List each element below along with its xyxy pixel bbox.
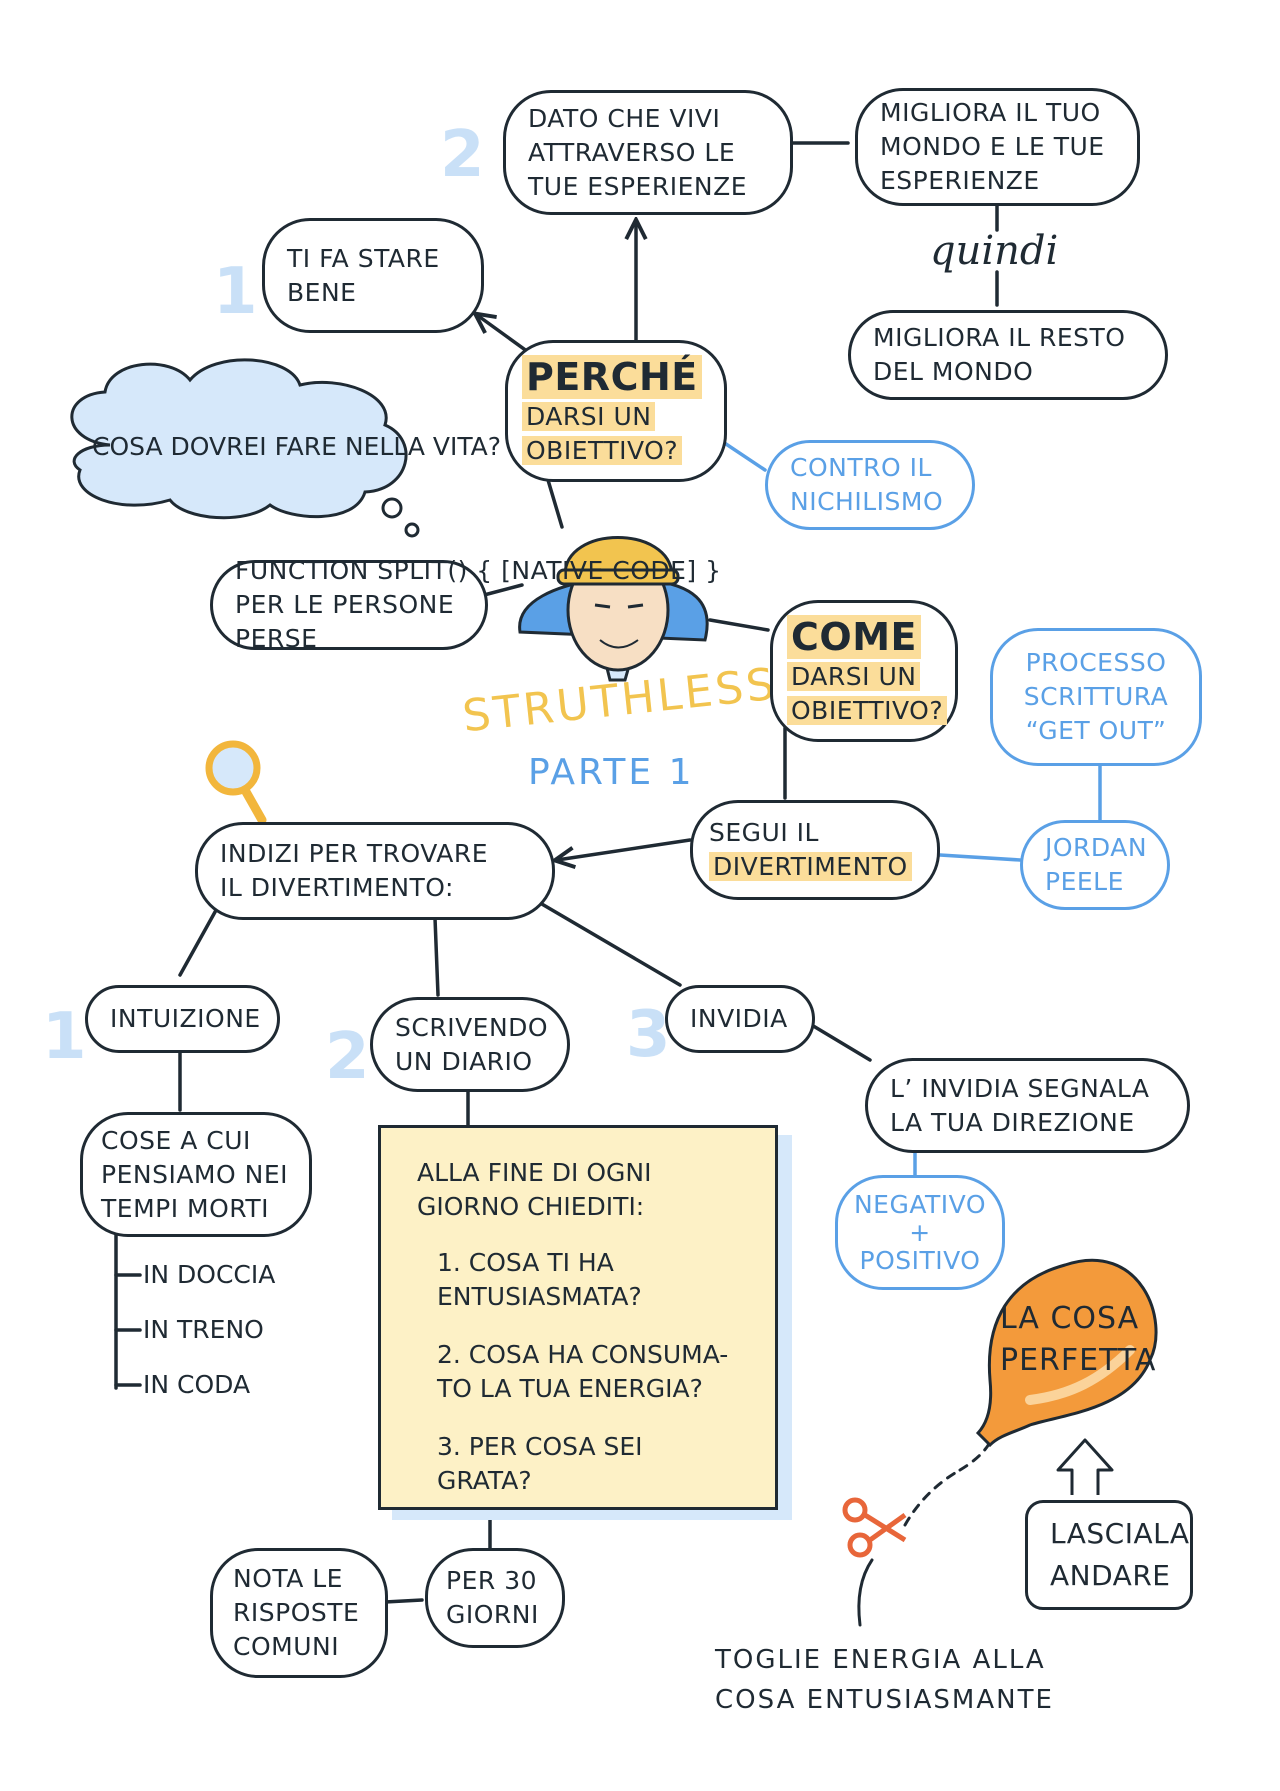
improve-world-node: MIGLIORA IL TUO MONDO E LE TUE ESPERIENZ… xyxy=(855,88,1140,206)
example-shower: IN DOCCIA xyxy=(143,1260,276,1289)
clues-node: INDIZI PER TROVARE IL DIVERTIMENTO: xyxy=(195,822,555,920)
number-2-why: 2 xyxy=(440,118,485,192)
let-go-node: LASCIALA ANDARE xyxy=(1025,1500,1193,1610)
line-follow-jordan xyxy=(938,853,1022,862)
arrow-follow-clues xyxy=(557,838,692,860)
how-heading: COME xyxy=(787,615,921,659)
nihilism-node: CONTRO IL NICHILISMO xyxy=(765,440,975,530)
title-part: PARTE 1 xyxy=(528,752,695,793)
how-line1: DARSI UN xyxy=(787,662,921,691)
how-node: COME DARSI UN OBIETTIVO? xyxy=(770,600,958,742)
reason1-node: TI FA STARE BENE xyxy=(262,218,484,333)
thought-cloud-icon xyxy=(70,358,420,538)
journal-questions-note: ALLA FINE DI OGNI GIORNO CHIEDITI: 1. CO… xyxy=(378,1125,778,1510)
line-character-lost xyxy=(482,583,524,597)
reason2-node: DATO CHE VIVI ATTRAVERSO LE TUE ESPERIEN… xyxy=(503,90,793,215)
jordan-peele-node: JORDAN PEELE xyxy=(1020,820,1170,910)
balloon-label: LA COSA PERFETTA xyxy=(1000,1301,1157,1378)
number-1-why: 1 xyxy=(213,255,258,329)
why-line1: DARSI UN xyxy=(522,402,656,431)
drain-energy-text: TOGLIE ENERGIA ALLA COSA ENTUSIASMANTE xyxy=(715,1645,1054,1715)
line-clues-diary xyxy=(433,916,440,997)
dead-time-node: COSE A CUI PENSIAMO NEI TEMPI MORTI xyxy=(80,1112,312,1237)
line-why-nihilism xyxy=(718,438,767,472)
line-clues-envy xyxy=(533,898,682,987)
example-queue: IN CODA xyxy=(143,1370,251,1399)
example-train: IN TRENO xyxy=(143,1315,264,1344)
balloon-icon xyxy=(975,1258,1158,1448)
line-days-common xyxy=(383,1598,424,1604)
intuition-node: INTUIZIONE xyxy=(85,985,280,1053)
why-node: PERCHÉ DARSI UN OBIETTIVO? xyxy=(505,340,727,482)
line-character-why xyxy=(546,478,564,529)
why-line2: OBIETTIVO? xyxy=(522,436,683,465)
quindi-label: quindi xyxy=(930,228,1059,274)
line-character-how xyxy=(708,618,770,632)
line-clues-intuition xyxy=(178,901,222,977)
dashed-cut-line xyxy=(903,1468,962,1527)
lost-people-text: PER LE PERSONE PERSE xyxy=(235,590,455,653)
process-node: PROCESSO SCRITTURA “GET OUT” xyxy=(990,628,1202,766)
polarity-node: NEGATIVO + POSITIVO xyxy=(835,1175,1005,1290)
lost-people-node: function split() { [native code] } PER L… xyxy=(210,556,721,653)
diary-node: SCRIVENDO UN DIARIO xyxy=(370,997,570,1092)
how-line2: OBIETTIVO? xyxy=(787,696,948,725)
number-1-clue: 1 xyxy=(42,1000,87,1074)
follow-fun-node: SEGUI IL DIVERTIMENTO xyxy=(690,800,940,900)
number-2-clue: 2 xyxy=(325,1020,370,1094)
scissors-icon xyxy=(842,1497,907,1558)
number-3-clue: 3 xyxy=(626,998,671,1072)
pointer-drain xyxy=(857,1558,874,1627)
improve-rest-node: MIGLIORA IL RESTO DEL MONDO xyxy=(848,310,1168,400)
up-arrow-icon xyxy=(1056,1438,1114,1495)
common-answers-node: NOTA LE RISPOSTE COMUNI xyxy=(210,1548,388,1678)
thought-text: COSA DOVREI FARE NELLA VITA? xyxy=(92,432,502,461)
why-heading: PERCHÉ xyxy=(522,354,710,400)
envy-signal-node: L’ INVIDIA SEGNALA LA TUA DIREZIONE xyxy=(865,1058,1190,1153)
magnifier-icon xyxy=(205,740,267,825)
dashed-string xyxy=(958,1436,994,1472)
struthless-character-illustration xyxy=(518,536,709,682)
envy-node: INVIDIA xyxy=(665,985,815,1053)
thirty-days-node: PER 30 GIORNI xyxy=(425,1548,565,1648)
